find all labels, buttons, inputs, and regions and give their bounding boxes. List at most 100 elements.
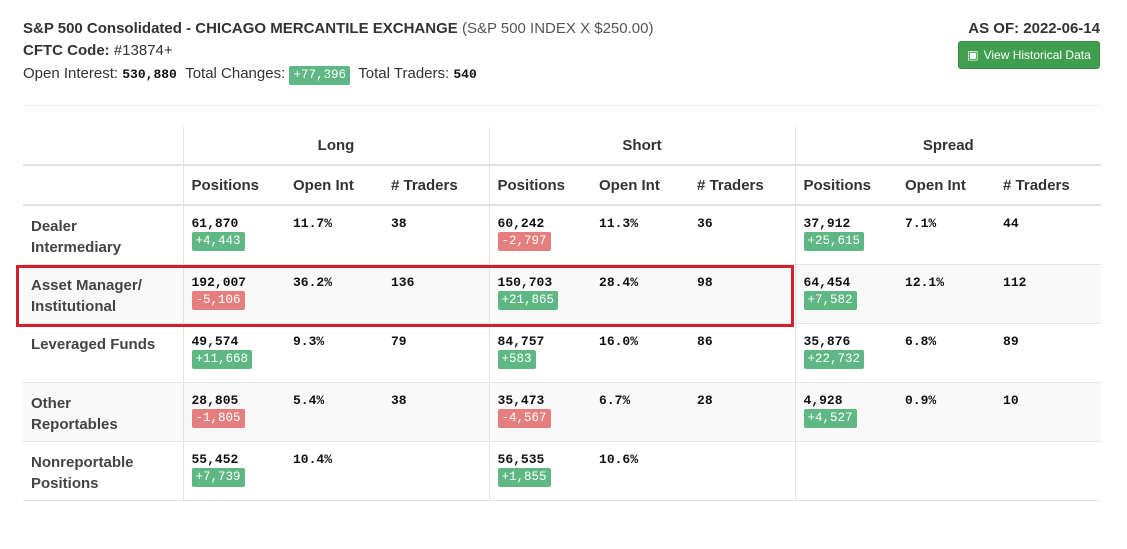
open-int: 7.1%: [905, 216, 937, 231]
open-interest-label: Open Interest:: [23, 65, 119, 82]
traders-cell: 86: [689, 323, 796, 383]
total-traders: 540: [453, 67, 477, 82]
positions: 64,454: [803, 274, 851, 290]
corner: [23, 127, 183, 166]
data-row: Asset Manager/ Institutional 192,007 -5,10…: [23, 264, 1102, 324]
total-changes-label: Total Changes:: [185, 65, 286, 82]
open-int-cell: 6.7%: [591, 382, 690, 442]
positions-cell: 60,242 -2,797: [488, 205, 592, 265]
traders-cell: 98: [689, 264, 796, 324]
total-changes: +77,396: [289, 66, 350, 85]
positions: 192,007: [191, 274, 247, 290]
open-int: 28.4%: [599, 274, 639, 290]
data-row: Leveraged Funds 49,574 +11,668 9.3% 79 84,757…: [23, 323, 1102, 383]
traders: 44: [1003, 216, 1019, 231]
view-historical-button[interactable]: ▣ View Historical Data: [958, 41, 1100, 69]
open-int-cell: 0.9%: [897, 382, 996, 442]
summary-line: Open Interest: 530,880 Total Changes: +7…: [23, 65, 477, 85]
open-int: 5.4%: [293, 392, 325, 408]
traders-cell: 38: [383, 205, 490, 265]
traders: 98: [697, 274, 713, 290]
positions-cell: 28,805 -1,805: [182, 382, 285, 442]
change-badge: +4,527: [803, 408, 857, 428]
as-of: AS OF: 2022-06-14: [968, 20, 1100, 37]
open-int: 12.1%: [905, 274, 945, 290]
traders: 86: [697, 333, 713, 349]
positions-cell: 56,535 +1,855: [488, 441, 592, 501]
open-int: 0.9%: [905, 392, 937, 408]
open-int-cell: 11.3%: [591, 205, 690, 265]
traders-cell: 44: [995, 205, 1102, 265]
open-int: 11.3%: [599, 216, 639, 231]
positions: 61,870: [191, 216, 239, 231]
change-badge: -1,805: [191, 408, 245, 428]
button-label: View Historical Data: [983, 48, 1091, 62]
row-label: Other Reportables: [23, 382, 183, 442]
open-int-cell: 5.4%: [285, 382, 383, 442]
cftc-value: #13874+: [113, 42, 173, 59]
open-int-cell: 10.4%: [285, 441, 383, 501]
open-int: 11.7%: [293, 216, 333, 231]
calendar-icon: ▣: [967, 48, 979, 62]
traders: 136: [391, 274, 415, 290]
row-label-text: Other Reportables: [31, 394, 118, 433]
cot-table: Long Short Spread Positions Open Int # Trader…: [23, 127, 1102, 501]
positions: 60,242: [497, 216, 545, 231]
open-int: 36.2%: [293, 274, 333, 290]
cftc-line: CFTC Code: #13874+: [23, 42, 173, 59]
open-int: 6.7%: [599, 392, 631, 408]
group-header: Long: [182, 127, 490, 166]
group-header: Short: [488, 127, 796, 166]
column-header: Open Int: [897, 165, 996, 206]
change-badge: -2,797: [497, 232, 551, 251]
positions: 49,574: [191, 333, 239, 349]
positions-cell: 4,928 +4,527: [794, 382, 898, 442]
group-header: Spread: [794, 127, 1102, 166]
traders-cell: 79: [383, 323, 490, 383]
positions: 4,928: [803, 392, 843, 408]
positions-cell: [794, 441, 898, 501]
divider: [23, 105, 1101, 106]
row-label: Dealer Intermediary: [23, 205, 183, 265]
open-int-cell: 9.3%: [285, 323, 383, 383]
positions: 56,535: [497, 451, 545, 467]
positions-cell: 55,452 +7,739: [182, 441, 285, 501]
traders: 28: [697, 392, 713, 408]
positions-cell: 192,007 -5,106: [182, 264, 285, 324]
traders: 38: [391, 216, 407, 231]
column-header: # Traders: [689, 165, 796, 206]
column-header: Positions: [488, 165, 592, 206]
row-label: Asset Manager/ Institutional: [23, 264, 183, 324]
column-header: Positions: [794, 165, 898, 206]
open-int-cell: [897, 441, 996, 501]
positions: 37,912: [803, 216, 851, 231]
column-header: # Traders: [995, 165, 1102, 206]
change-badge: +22,732: [803, 349, 865, 369]
data-row: Dealer Intermediary 61,870 +4,443 11.7% 38 60…: [23, 205, 1102, 265]
open-int-cell: 11.7%: [285, 205, 383, 265]
positions-cell: 150,703 +21,865: [488, 264, 592, 324]
traders-cell: 38: [383, 382, 490, 442]
column-header: # Traders: [383, 165, 490, 206]
open-int-cell: 36.2%: [285, 264, 383, 324]
corner: [23, 165, 183, 206]
open-int: 10.6%: [599, 451, 639, 467]
column-header: Positions: [182, 165, 285, 206]
traders: 36: [697, 216, 713, 231]
change-badge: +1,855: [497, 467, 551, 487]
positions-cell: 35,876 +22,732: [794, 323, 898, 383]
open-int-cell: 28.4%: [591, 264, 690, 324]
open-int: 16.0%: [599, 333, 639, 349]
traders-cell: 89: [995, 323, 1102, 383]
positions-cell: 84,757 +583: [488, 323, 592, 383]
positions-cell: 61,870 +4,443: [182, 205, 285, 265]
positions: 150,703: [497, 274, 553, 290]
data-row: Other Reportables 28,805 -1,805 5.4% 38 35,47…: [23, 382, 1102, 442]
traders-cell: 36: [689, 205, 796, 265]
change-badge: +583: [497, 349, 536, 369]
positions-cell: 37,912 +25,615: [794, 205, 898, 265]
positions: 28,805: [191, 392, 239, 408]
traders-cell: [995, 441, 1102, 501]
change-badge: -5,106: [191, 290, 245, 310]
change-badge: +7,582: [803, 290, 857, 310]
